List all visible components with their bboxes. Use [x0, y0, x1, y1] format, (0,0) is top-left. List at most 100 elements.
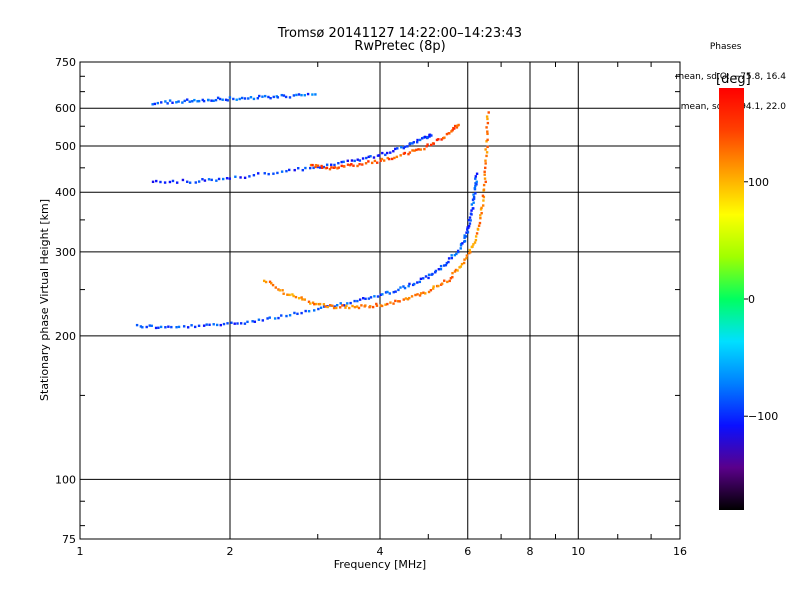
data-point: [406, 145, 409, 148]
data-point: [188, 100, 191, 103]
data-point: [362, 297, 365, 300]
data-point: [218, 97, 222, 101]
data-point: [221, 98, 224, 101]
data-point: [332, 306, 336, 310]
x-tick-label: 10: [571, 545, 585, 558]
data-point: [412, 141, 416, 144]
data-point: [479, 216, 482, 220]
data-point: [282, 94, 286, 97]
data-point: [353, 299, 356, 303]
data-point: [297, 93, 301, 96]
data-point: [382, 159, 386, 162]
data-point: [356, 164, 359, 168]
data-point: [451, 271, 454, 275]
data-point: [153, 102, 157, 106]
data-point: [157, 326, 160, 329]
data-point: [356, 299, 359, 303]
data-point: [295, 93, 298, 97]
data-point: [411, 142, 414, 145]
data-point: [484, 162, 487, 165]
y-tick-label: 300: [55, 246, 76, 259]
data-point: [481, 204, 485, 207]
data-point: [453, 253, 457, 257]
x-axis-ticks: 1 2 4 6 8 10 16: [77, 62, 687, 558]
data-point: [486, 132, 489, 136]
data-point: [215, 179, 218, 182]
y-tick-label: 100: [55, 473, 76, 486]
data-point: [317, 307, 320, 311]
data-point: [472, 243, 475, 246]
data-point: [197, 324, 201, 328]
data-point: [210, 178, 213, 182]
y-tick-label: 600: [55, 102, 76, 115]
data-point: [364, 297, 367, 301]
data-point: [272, 172, 275, 175]
data-point: [150, 324, 153, 328]
data-point: [246, 320, 249, 324]
data-point: [414, 293, 417, 297]
data-point: [340, 160, 343, 164]
data-point: [288, 168, 291, 172]
x-tick-label: 4: [377, 545, 384, 558]
data-point: [182, 325, 186, 328]
data-point: [181, 101, 184, 104]
colorbar-unit-label: [deg]: [716, 72, 751, 87]
data-point: [266, 317, 269, 320]
data-point: [415, 141, 419, 144]
data-point: [459, 244, 463, 247]
y-axis-ticks: 75 100 200 300 400 500 600 750: [55, 56, 680, 546]
data-point: [474, 175, 478, 178]
data-point: [480, 211, 483, 215]
data-point: [430, 134, 433, 137]
data-point: [228, 177, 231, 180]
data-point: [304, 309, 307, 313]
data-point: [393, 156, 396, 160]
data-point: [262, 279, 266, 283]
data-point: [303, 298, 307, 301]
data-point: [449, 277, 453, 280]
data-point: [468, 222, 472, 225]
data-point: [151, 180, 155, 184]
data-point: [437, 268, 441, 271]
data-point: [353, 305, 357, 309]
data-point: [315, 302, 318, 306]
data-point: [353, 159, 356, 163]
data-point: [439, 267, 443, 271]
data-point: [243, 176, 247, 180]
grid-lines: [80, 62, 680, 539]
data-point: [356, 158, 359, 161]
data-point: [426, 135, 430, 139]
data-point: [197, 99, 201, 103]
data-point: [474, 192, 477, 195]
data-point: [252, 174, 256, 177]
data-point: [371, 305, 375, 309]
data-point: [324, 305, 327, 308]
data-point: [312, 166, 315, 170]
data-point: [322, 165, 326, 169]
data-point: [253, 320, 257, 323]
data-point: [330, 166, 333, 169]
data-point: [472, 201, 475, 204]
data-point: [267, 95, 270, 99]
data-point: [408, 296, 411, 300]
data-point: [212, 323, 215, 326]
data-point: [395, 155, 399, 159]
data-point: [427, 290, 431, 294]
data-point: [233, 322, 236, 325]
data-point: [261, 95, 264, 98]
data-point: [280, 170, 284, 173]
data-point: [413, 282, 416, 286]
data-point: [202, 324, 206, 327]
data-point: [475, 232, 479, 235]
data-point: [232, 97, 235, 101]
data-point: [243, 322, 247, 325]
data-point: [440, 282, 444, 285]
chart-subtitle: RwPretec (8p): [354, 39, 446, 54]
data-point: [450, 254, 453, 257]
data-point: [453, 270, 457, 273]
data-point: [193, 325, 197, 329]
data-point: [377, 154, 381, 157]
data-point: [303, 94, 306, 97]
data-point: [455, 126, 459, 129]
data-point: [316, 165, 320, 169]
